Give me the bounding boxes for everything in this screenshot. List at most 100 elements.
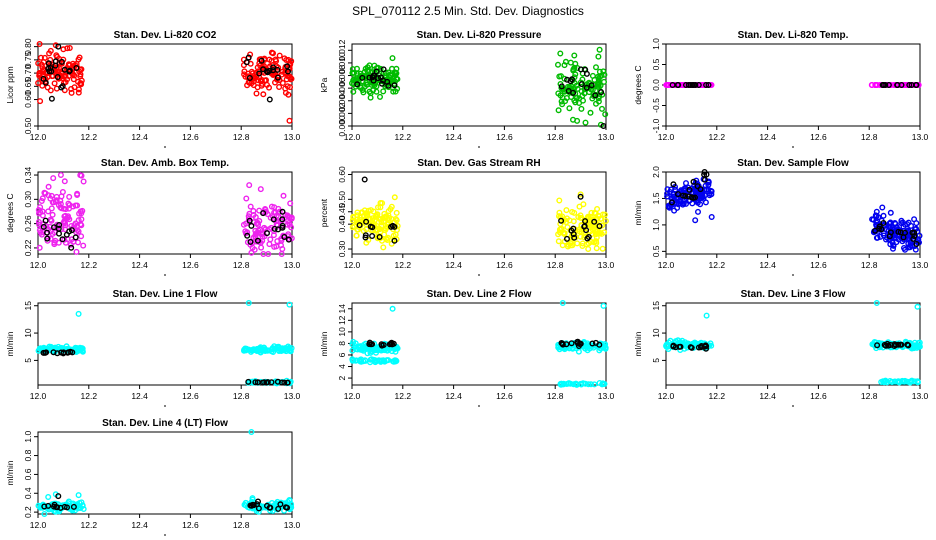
points-rh [349, 176, 609, 252]
series-overlay [40, 348, 291, 386]
panel-line2: Stan. Dev. Line 2 Flow 12.0 12.2 12.4 12.6 12… [319, 289, 615, 407]
data-point [391, 237, 398, 244]
data-point [391, 194, 398, 201]
panel-line3: Stan. Dev. Line 3 Flow 12.0 12.2 12.4 12.6 12… [633, 289, 929, 407]
data-point [873, 234, 880, 241]
data-point [689, 81, 696, 88]
data-point [260, 250, 267, 257]
y-tick-label: 10 [23, 328, 33, 338]
data-point [873, 81, 880, 88]
data-point [37, 98, 44, 105]
data-point [244, 229, 251, 236]
data-point [278, 242, 285, 249]
data-point [276, 83, 283, 90]
x-tick-label: 13.0 [912, 391, 929, 401]
data-point [74, 190, 81, 197]
data-point [367, 349, 374, 356]
data-point [50, 199, 57, 206]
data-point [57, 171, 64, 178]
panel-box_temp: Stan. Dev. Amb. Box Temp. 12.0 12.2 12.4 12.… [5, 158, 301, 276]
data-point [663, 81, 670, 88]
data-point [699, 81, 706, 88]
data-point [51, 241, 58, 248]
data-point [284, 83, 291, 90]
data-point [51, 80, 58, 87]
data-point [73, 248, 80, 255]
data-point [589, 340, 596, 347]
data-point [78, 345, 85, 352]
data-point [583, 70, 590, 77]
data-point [286, 221, 293, 228]
y-tick-label: 0.012 [337, 39, 347, 61]
data-point [260, 62, 267, 69]
data-point [257, 186, 264, 193]
data-point [58, 84, 65, 91]
y-tick-label: 0.004 [337, 90, 347, 112]
data-point [35, 60, 42, 67]
data-point [77, 505, 84, 512]
data-point [390, 340, 397, 347]
data-point [908, 377, 915, 384]
data-point [362, 210, 369, 217]
data-point [274, 378, 281, 385]
data-point [873, 300, 880, 307]
x-tick-label: 12.8 [233, 132, 250, 142]
data-point [255, 227, 262, 234]
data-point [902, 377, 909, 384]
data-point [372, 344, 379, 351]
data-point [40, 223, 47, 230]
x-tick-label: 12.8 [861, 391, 878, 401]
data-point [572, 380, 579, 387]
data-point [378, 341, 385, 348]
data-point [911, 342, 918, 349]
data-point [361, 83, 368, 90]
y-axis-label: ml/min [633, 331, 643, 356]
data-point [277, 345, 284, 352]
x-tick-label: 13.0 [598, 391, 615, 401]
x-tick-label: 12.8 [861, 132, 878, 142]
y-tick-label: 0.75 [23, 51, 33, 68]
data-point [360, 89, 367, 96]
data-point [369, 341, 376, 348]
data-point [379, 80, 386, 87]
x-tick-label: 12.2 [81, 520, 98, 530]
data-point [912, 246, 919, 253]
x-tick-label: 12.8 [233, 391, 250, 401]
data-point [41, 503, 48, 510]
data-point [250, 82, 257, 89]
panel-title: Stan. Dev. Line 4 (LT) Flow [102, 418, 228, 429]
y-tick-label: 0.40 [337, 216, 347, 233]
data-point [904, 341, 911, 348]
data-point [285, 236, 292, 243]
data-point [371, 346, 378, 353]
data-point [279, 208, 286, 215]
data-point [384, 236, 391, 243]
data-point [902, 246, 909, 253]
data-point [243, 59, 250, 66]
panels-container: Stan. Dev. Li-820 CO2 12.0 12.2 12.4 12.6 12.… [5, 30, 929, 536]
data-point [68, 89, 75, 96]
data-point [35, 218, 42, 225]
x-tick-label: 12.0 [344, 391, 361, 401]
data-point [352, 340, 359, 347]
data-point [682, 192, 689, 199]
data-point [66, 68, 73, 75]
data-point [242, 499, 249, 506]
data-point [75, 228, 82, 235]
y-tick-label: 5 [651, 358, 661, 363]
x-tick-label: 13.0 [912, 132, 929, 142]
data-point [570, 67, 577, 74]
data-point [891, 341, 898, 348]
y-tick-label: 1.0 [651, 38, 661, 50]
data-point [595, 212, 602, 219]
data-point [369, 215, 376, 222]
data-point [58, 193, 65, 200]
x-tick-label: 12.2 [395, 132, 412, 142]
data-point [375, 204, 382, 211]
data-point [882, 81, 889, 88]
y-tick-label: 12 [337, 315, 347, 325]
y-tick-label: 0.45 [337, 203, 347, 220]
data-point [879, 204, 886, 211]
x-tick-label: 12.8 [547, 391, 564, 401]
data-point [362, 234, 369, 241]
